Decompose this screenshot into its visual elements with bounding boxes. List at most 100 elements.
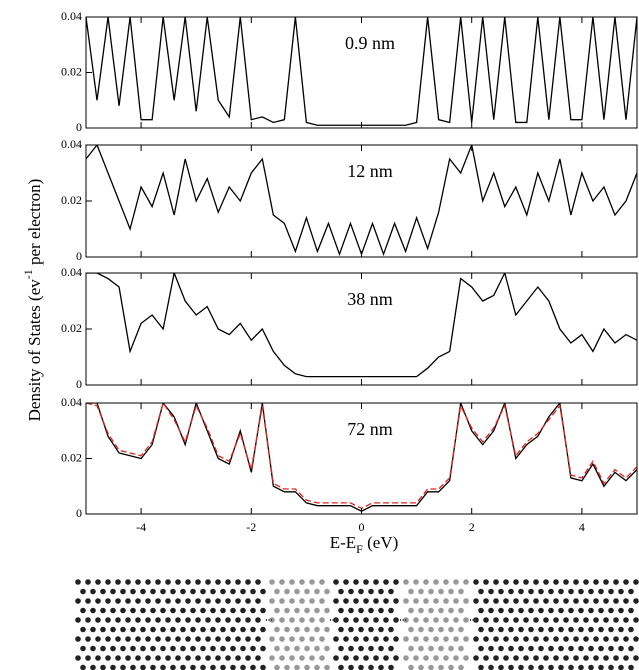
atom (478, 626, 484, 633)
y-tick-label: 0.04 (61, 137, 82, 151)
atom (309, 636, 315, 642)
atom (618, 588, 624, 595)
dos-line (86, 273, 637, 378)
atom (205, 579, 211, 585)
atom (393, 655, 399, 661)
atom (210, 626, 216, 633)
atom (90, 607, 96, 614)
x-tick-label: 4 (579, 520, 585, 534)
atom (608, 626, 614, 633)
atom (518, 645, 524, 652)
atom (195, 617, 201, 623)
atom (358, 626, 364, 633)
atom (378, 664, 384, 670)
atom (563, 579, 569, 585)
atom (220, 664, 226, 670)
panel-label: 12 nm (347, 161, 393, 181)
atom (240, 664, 246, 670)
atom (279, 636, 285, 642)
atom (284, 645, 290, 652)
atom (85, 598, 91, 604)
atom (453, 655, 459, 661)
atom (125, 636, 131, 642)
atom (418, 626, 424, 633)
atom (538, 664, 544, 670)
atom (200, 588, 206, 595)
atom (185, 636, 191, 642)
atom (175, 617, 181, 623)
atom (165, 579, 171, 585)
atom (338, 645, 344, 652)
atom (90, 664, 96, 670)
atom (568, 664, 574, 670)
atom (170, 664, 176, 670)
atom (225, 655, 231, 661)
atom (618, 607, 624, 614)
atom (235, 617, 241, 623)
atom (428, 588, 434, 595)
atom (588, 588, 594, 595)
x-tick-label: 2 (469, 520, 475, 534)
atom (623, 617, 629, 623)
atom (503, 617, 509, 623)
atom (473, 636, 479, 642)
atom (284, 664, 290, 670)
atom (260, 626, 266, 633)
atom (215, 655, 221, 661)
atom (573, 617, 579, 623)
atom (568, 645, 574, 652)
atom (458, 664, 464, 670)
atom (220, 645, 226, 652)
atom (428, 645, 434, 652)
atom (274, 626, 280, 633)
atom (373, 579, 379, 585)
atom (343, 655, 349, 661)
atom (75, 655, 81, 661)
atom (458, 588, 464, 595)
atom (413, 579, 419, 585)
atom (598, 645, 604, 652)
atom (240, 626, 246, 633)
atom (403, 655, 409, 661)
atom (343, 617, 349, 623)
atom (433, 636, 439, 642)
y-tick-label: 0.02 (61, 321, 82, 335)
atom (363, 636, 369, 642)
atom (368, 664, 374, 670)
atom (220, 588, 226, 595)
atom (508, 626, 514, 633)
atom (578, 645, 584, 652)
atom (150, 664, 156, 670)
atom (324, 588, 330, 595)
atom (473, 579, 479, 585)
atom (493, 636, 499, 642)
atom (195, 636, 201, 642)
atom (583, 598, 589, 604)
atom (583, 579, 589, 585)
atom (383, 598, 389, 604)
atom (508, 588, 514, 595)
atom (299, 636, 305, 642)
atom (498, 664, 504, 670)
atom (110, 626, 116, 633)
atom (255, 598, 261, 604)
atom (423, 598, 429, 604)
atom (215, 579, 221, 585)
atom (613, 617, 619, 623)
atom (255, 579, 261, 585)
atom (538, 588, 544, 595)
atom (135, 636, 141, 642)
atom (100, 588, 106, 595)
atom (553, 636, 559, 642)
atom (623, 636, 629, 642)
atom (130, 664, 136, 670)
atom (95, 636, 101, 642)
atom (608, 588, 614, 595)
atom (488, 607, 494, 614)
atom (115, 579, 121, 585)
atom (75, 579, 81, 585)
atom (155, 655, 161, 661)
atom (299, 617, 305, 623)
y-tick-label: 0.04 (61, 395, 82, 409)
atom (363, 598, 369, 604)
